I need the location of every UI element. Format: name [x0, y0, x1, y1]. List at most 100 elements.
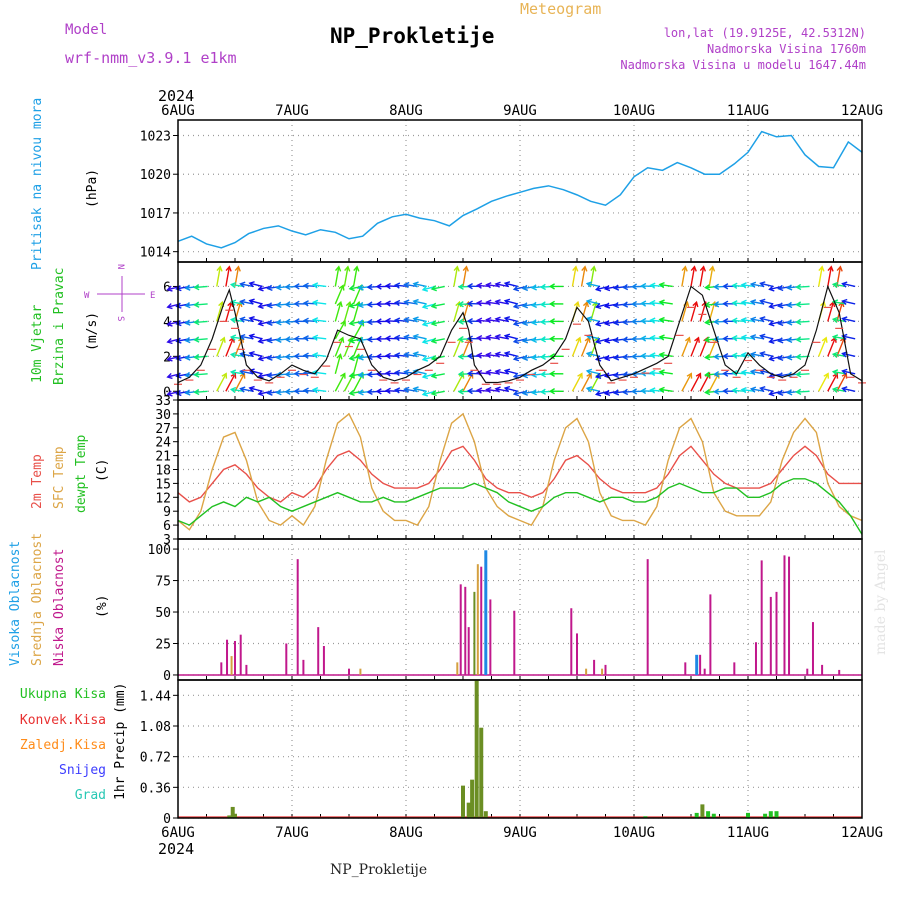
- wind-arrow-head: [585, 281, 593, 288]
- wind-arrow-head: [631, 318, 638, 325]
- wind-arrow-head: [421, 338, 429, 345]
- wind-arrow-head: [649, 387, 656, 394]
- dewpt-ylabel: dewpt Temp: [74, 435, 89, 513]
- wind-arrow-head: [631, 283, 638, 290]
- wind-arrow: [240, 283, 254, 288]
- wind-arrow: [659, 371, 673, 375]
- wind-arrow-head: [548, 353, 555, 360]
- top-date-tick: 6AUG: [161, 103, 195, 119]
- wind-arrow-head: [521, 389, 529, 396]
- temp-unit: (C): [95, 459, 110, 482]
- wind-arrow-head: [338, 336, 345, 343]
- wind-arrow: [751, 388, 765, 392]
- wind-arrow: [431, 373, 445, 378]
- wind-ylabel: 10m Vjetar: [30, 305, 45, 383]
- wind-arrow-head: [640, 300, 647, 307]
- wind-arrow: [249, 352, 263, 358]
- wind-arrow-head: [731, 335, 738, 342]
- wind-arrow-head: [539, 371, 546, 378]
- panel-wind: 0 2 4 6: [163, 261, 866, 401]
- wind-arrow-head: [494, 386, 501, 393]
- wind-arrow-head: [731, 352, 738, 359]
- wind-arrow: [760, 335, 774, 340]
- dewpt-line: [177, 478, 863, 535]
- cloud-bar: [245, 664, 248, 675]
- wind-arrow-head: [229, 282, 237, 289]
- wind-arrow: [751, 335, 765, 340]
- wind-arrow-head: [357, 319, 364, 326]
- cloud-bar: [302, 659, 305, 675]
- wind-arrow-head: [594, 285, 602, 292]
- wind-arrow: [313, 354, 327, 358]
- wind-arrow: [690, 301, 698, 322]
- wind-arrow-head: [759, 298, 766, 305]
- compass-e: E: [150, 291, 155, 301]
- wind-arrow: [413, 387, 427, 392]
- wind-arrow: [194, 338, 208, 341]
- wind-arrow-head: [704, 284, 711, 291]
- wind-arrow-head: [229, 316, 237, 324]
- wind-arrow: [249, 387, 263, 392]
- wind-arrow-head: [384, 335, 391, 342]
- ytick-label: 25: [155, 637, 171, 652]
- ytick-label: 3: [163, 533, 171, 548]
- wind-arrow: [796, 303, 810, 306]
- wind-arrow-head: [768, 285, 775, 292]
- cloud-bar: [788, 556, 791, 675]
- wind-arrow-head: [184, 354, 191, 361]
- wind-arrow-head: [239, 316, 246, 323]
- wind-arrow-head: [485, 351, 492, 359]
- wind-arrow-head: [548, 318, 555, 325]
- cloud-bar: [476, 564, 479, 675]
- wind-arrow-head: [649, 352, 656, 359]
- wind-arrow: [836, 337, 846, 357]
- wind-arrow-head: [494, 299, 501, 306]
- wind-arrow-head: [476, 317, 483, 324]
- wind-arrow-head: [193, 318, 200, 326]
- wind-arrow-head: [530, 319, 537, 326]
- wind-arrow-head: [366, 388, 373, 396]
- wind-arrow-head: [421, 303, 429, 310]
- wind-arrow-head: [393, 387, 401, 394]
- precip-bar: [483, 811, 488, 818]
- wind-arrow-head: [512, 355, 520, 362]
- elevation-text: Nadmorska Visina 1760m: [707, 42, 866, 56]
- wind-arrow-head: [375, 283, 382, 290]
- wind-arrow-head: [466, 283, 473, 290]
- wind-arrow-head: [658, 281, 665, 289]
- wind-arrow-head: [786, 389, 793, 396]
- wind-arrow-head: [512, 302, 520, 310]
- wind-arrow-head: [786, 354, 793, 361]
- wind-arrow-head: [539, 336, 546, 343]
- cloud-bar: [239, 634, 242, 675]
- wind-arrow-head: [403, 386, 410, 393]
- wind-arrow-head: [311, 334, 319, 341]
- wind-arrow-head: [466, 335, 473, 342]
- wind-arrow: [760, 387, 774, 392]
- wind-arrow-head: [841, 333, 848, 340]
- wind-arrow-head: [713, 283, 720, 290]
- legend-conv: Konvek.Kisa: [20, 713, 106, 728]
- wind-arrow-head: [494, 281, 501, 288]
- wind-arrow-head: [494, 316, 501, 323]
- wind-arrow-head: [421, 355, 429, 362]
- wind-arrow-head: [166, 320, 173, 327]
- wind-arrow-head: [831, 386, 839, 393]
- wind-arrow-head: [175, 389, 182, 397]
- wind-arrow-head: [777, 354, 784, 362]
- wind-arrow-head: [530, 371, 537, 378]
- cloud-bar: [838, 669, 841, 675]
- wind-arrow-head: [582, 300, 590, 308]
- wind-arrow-head: [457, 353, 464, 360]
- wind-arrow-head: [699, 265, 707, 272]
- cloud-bar: [806, 668, 809, 675]
- cloud-bar: [821, 664, 824, 675]
- precip-bar: [474, 680, 479, 818]
- ytick-label: 0: [163, 669, 171, 684]
- wind-arrow-head: [640, 282, 647, 290]
- wind-arrow-head: [686, 372, 693, 379]
- ytick-label: 12: [155, 491, 171, 506]
- cloud-bar: [709, 594, 712, 675]
- wind-arrow-head: [713, 318, 720, 325]
- wind-arrow-head: [239, 372, 246, 379]
